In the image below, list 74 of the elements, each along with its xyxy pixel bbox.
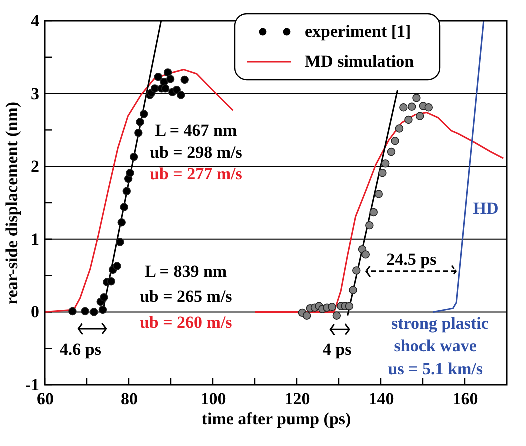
annotation: ub = 265 m/s — [140, 286, 233, 306]
point — [370, 208, 378, 217]
annotation: ub = 277 m/s — [150, 164, 243, 184]
point — [302, 312, 312, 320]
point — [404, 116, 413, 124]
legend-label: MD simulation — [305, 52, 415, 71]
annotation: us = 5.1 km/s — [388, 360, 484, 379]
point — [100, 294, 108, 302]
point — [374, 190, 384, 198]
point — [116, 238, 124, 246]
point — [345, 302, 354, 310]
y-tick-label: 3 — [31, 84, 40, 104]
y-tick-label: 0 — [31, 302, 40, 322]
point — [130, 153, 138, 162]
x-tick-label: 80 — [121, 390, 138, 408]
point — [107, 278, 116, 286]
point — [387, 148, 396, 156]
point — [362, 250, 370, 259]
annotation: 4.6 ps — [60, 340, 102, 360]
point — [391, 137, 400, 146]
point — [90, 308, 98, 316]
point — [395, 124, 404, 133]
point — [328, 303, 336, 312]
point — [352, 266, 361, 275]
annotation: HD — [473, 198, 499, 218]
point — [113, 262, 122, 270]
annotation: strong plastic — [391, 314, 490, 333]
annotation: L = 839 nm — [145, 262, 228, 282]
x-tick-label: 120 — [284, 390, 310, 408]
point — [166, 75, 175, 84]
x-tick-label: 160 — [452, 390, 478, 408]
point — [424, 104, 433, 112]
y-tick-label: 1 — [31, 230, 40, 249]
point — [120, 203, 128, 212]
annotation: ub = 298 m/s — [150, 142, 243, 162]
x-axis-title: time after pump (ps) — [202, 410, 352, 428]
point — [81, 307, 90, 316]
y-tick-label: 2 — [31, 157, 40, 176]
annotation: 24.5 ps — [386, 250, 438, 269]
point — [382, 160, 390, 168]
point — [176, 91, 186, 100]
point — [366, 221, 374, 230]
point — [416, 112, 424, 120]
point — [150, 84, 160, 93]
point — [98, 306, 108, 314]
x-tick-label: 60 — [37, 390, 54, 408]
y-axis-title: rear-side displacement (nm) — [2, 102, 22, 306]
point — [412, 94, 421, 102]
annotation: shock wave — [394, 336, 478, 356]
point — [136, 118, 144, 126]
point — [134, 129, 143, 138]
annotation: ub = 260 m/s — [140, 313, 233, 332]
point — [126, 169, 134, 178]
legend-label: experiment [1] — [305, 22, 412, 41]
x-tick-label: 100 — [200, 390, 226, 408]
point — [172, 86, 181, 94]
point — [408, 102, 416, 112]
point — [349, 286, 358, 294]
point — [180, 76, 189, 84]
point — [378, 169, 387, 178]
point — [122, 187, 132, 196]
annotation: L = 467 nm — [155, 120, 238, 140]
point — [161, 84, 170, 93]
point — [140, 110, 148, 118]
annotation: 4 ps — [322, 340, 352, 360]
y-tick-label: -1 — [25, 376, 40, 394]
point — [400, 104, 408, 112]
x-tick-label: 140 — [368, 390, 394, 408]
point — [164, 68, 172, 77]
point — [332, 312, 342, 320]
point — [154, 72, 163, 82]
point — [118, 218, 126, 227]
y-tick-label: 4 — [31, 12, 40, 30]
point — [68, 307, 77, 316]
